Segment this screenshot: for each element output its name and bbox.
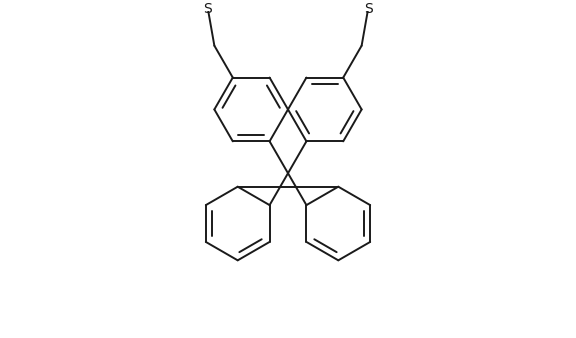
Text: S: S <box>203 2 213 17</box>
Text: S: S <box>363 2 373 17</box>
